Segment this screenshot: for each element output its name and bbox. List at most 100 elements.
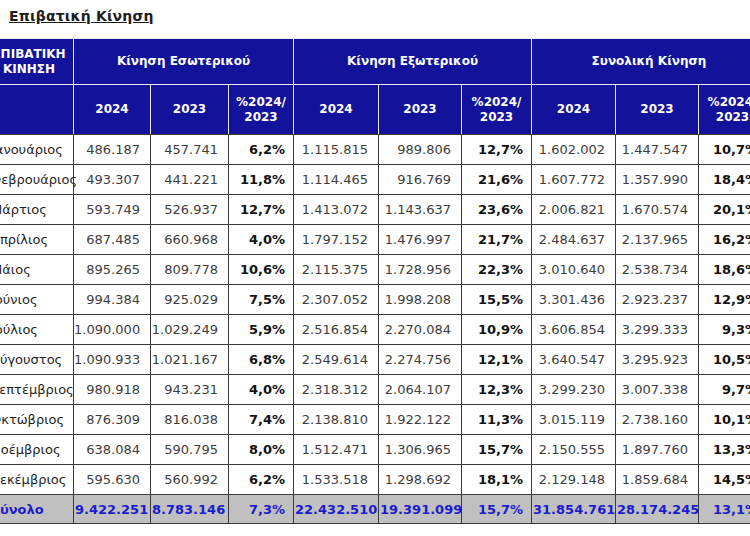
value-cell: 1.607.772 <box>532 165 616 195</box>
month-cell: Ιανουάριος <box>0 135 74 165</box>
corner-empty-cell <box>0 85 74 135</box>
table-body: Ιανουάριος486.187457.7416,2%1.115.815989… <box>0 135 750 495</box>
percent-cell: 6,2% <box>229 135 294 165</box>
passenger-traffic-table: ΕΠΙΒΑΤΙΚΗ ΚΙΝΗΣΗ Κίνηση Εσωτερικού Κίνησ… <box>0 38 750 524</box>
group-header-row: ΕΠΙΒΑΤΙΚΗ ΚΙΝΗΣΗ Κίνηση Εσωτερικού Κίνησ… <box>0 39 750 85</box>
value-cell: 1.115.815 <box>294 135 379 165</box>
value-cell: 1.090.933 <box>74 345 151 375</box>
percent-cell: 5,9% <box>229 315 294 345</box>
value-cell: 3.010.640 <box>532 255 616 285</box>
table-row: Αύγουστος1.090.9331.021.1676,8%2.549.614… <box>0 345 750 375</box>
percent-cell: 21,6% <box>462 165 532 195</box>
table-row: Φεβρουάριος493.307441.22111,8%1.114.4659… <box>0 165 750 195</box>
percent-cell: 20,1% <box>699 195 750 225</box>
total-value-cell: 28.174.245 <box>616 495 699 524</box>
value-cell: 1.670.574 <box>616 195 699 225</box>
value-cell: 809.778 <box>151 255 229 285</box>
value-cell: 2.115.375 <box>294 255 379 285</box>
percent-cell: 11,8% <box>229 165 294 195</box>
total-percent-cell: 15,7% <box>462 495 532 524</box>
table-row: Ιανουάριος486.187457.7416,2%1.115.815989… <box>0 135 750 165</box>
value-cell: 3.299.333 <box>616 315 699 345</box>
value-cell: 943.231 <box>151 375 229 405</box>
value-cell: 1.512.471 <box>294 435 379 465</box>
table-row: Μάιος895.265809.77810,6%2.115.3751.728.9… <box>0 255 750 285</box>
percent-cell: 12,7% <box>229 195 294 225</box>
value-cell: 2.318.312 <box>294 375 379 405</box>
value-cell: 2.923.237 <box>616 285 699 315</box>
percent-cell: 13,3% <box>699 435 750 465</box>
table-row: Οκτώβριος876.309816.0387,4%2.138.8101.92… <box>0 405 750 435</box>
month-cell: Ιούνιος <box>0 285 74 315</box>
value-cell: 2.270.084 <box>379 315 462 345</box>
value-cell: 1.897.760 <box>616 435 699 465</box>
month-cell: Οκτώβριος <box>0 405 74 435</box>
value-cell: 916.769 <box>379 165 462 195</box>
percent-cell: 10,6% <box>229 255 294 285</box>
percent-cell: 18,1% <box>462 465 532 495</box>
percent-cell: 11,3% <box>462 405 532 435</box>
total-value-cell: 9.422.251 <box>74 495 151 524</box>
total-value-cell: 31.854.761 <box>532 495 616 524</box>
table-header: ΕΠΙΒΑΤΙΚΗ ΚΙΝΗΣΗ Κίνηση Εσωτερικού Κίνησ… <box>0 39 750 135</box>
percent-cell: 14,5% <box>699 465 750 495</box>
group-header-international: Κίνηση Εξωτερικού <box>294 39 532 85</box>
corner-header: ΕΠΙΒΑΤΙΚΗ ΚΙΝΗΣΗ <box>0 39 74 85</box>
month-cell: Μάρτιος <box>0 195 74 225</box>
percent-cell: 15,7% <box>462 435 532 465</box>
percent-cell: 16,2% <box>699 225 750 255</box>
total-value-cell: 22.432.510 <box>294 495 379 524</box>
value-cell: 3.301.436 <box>532 285 616 315</box>
value-cell: 1.447.547 <box>616 135 699 165</box>
value-cell: 687.485 <box>74 225 151 255</box>
value-cell: 1.306.965 <box>379 435 462 465</box>
total-label: Σύνολο <box>0 495 74 524</box>
total-value-cell: 19.391.099 <box>379 495 462 524</box>
percent-cell: 12,9% <box>699 285 750 315</box>
value-cell: 1.728.956 <box>379 255 462 285</box>
value-cell: 1.922.122 <box>379 405 462 435</box>
value-cell: 3.606.854 <box>532 315 616 345</box>
percent-cell: 10,7% <box>699 135 750 165</box>
month-cell: Φεβρουάριος <box>0 165 74 195</box>
value-cell: 895.265 <box>74 255 151 285</box>
month-cell: Δεκέμβριος <box>0 465 74 495</box>
table-viewport: ΕΠΙΒΑΤΙΚΗ ΚΙΝΗΣΗ Κίνηση Εσωτερικού Κίνησ… <box>0 38 750 524</box>
value-cell: 660.968 <box>151 225 229 255</box>
value-cell: 1.413.072 <box>294 195 379 225</box>
value-cell: 1.298.692 <box>379 465 462 495</box>
percent-cell: 6,8% <box>229 345 294 375</box>
page: Επιβατική Κίνηση ΕΠΙΒΑΤΙΚΗ ΚΙΝΗΣΗ Κίνηση… <box>0 0 750 536</box>
table-row: Ιούλιος1.090.0001.029.2495,9%2.516.8542.… <box>0 315 750 345</box>
month-cell: Απρίλιος <box>0 225 74 255</box>
value-cell: 2.064.107 <box>379 375 462 405</box>
table-row: Μάρτιος593.749526.93712,7%1.413.0721.143… <box>0 195 750 225</box>
year-header-2024-domestic: 2024 <box>74 85 151 135</box>
percent-cell: 18,4% <box>699 165 750 195</box>
value-cell: 2.129.148 <box>532 465 616 495</box>
percent-cell: 12,3% <box>462 375 532 405</box>
value-cell: 1.021.167 <box>151 345 229 375</box>
month-cell: Μάιος <box>0 255 74 285</box>
value-cell: 2.738.160 <box>616 405 699 435</box>
year-header-2024-total: 2024 <box>532 85 616 135</box>
table-row: Ιούνιος994.384925.0297,5%2.307.0521.998.… <box>0 285 750 315</box>
value-cell: 989.806 <box>379 135 462 165</box>
value-cell: 980.918 <box>74 375 151 405</box>
table-footer: Σύνολο 9.422.251 8.783.146 7,3% 22.432.5… <box>0 495 750 524</box>
value-cell: 441.221 <box>151 165 229 195</box>
value-cell: 1.090.000 <box>74 315 151 345</box>
year-header-pct-total: %2024/ 2023 <box>699 85 750 135</box>
value-cell: 3.007.338 <box>616 375 699 405</box>
percent-cell: 7,4% <box>229 405 294 435</box>
value-cell: 925.029 <box>151 285 229 315</box>
value-cell: 3.640.547 <box>532 345 616 375</box>
value-cell: 2.484.637 <box>532 225 616 255</box>
year-header-2023-domestic: 2023 <box>151 85 229 135</box>
value-cell: 1.476.997 <box>379 225 462 255</box>
percent-cell: 4,0% <box>229 225 294 255</box>
value-cell: 2.549.614 <box>294 345 379 375</box>
value-cell: 2.516.854 <box>294 315 379 345</box>
total-row: Σύνολο 9.422.251 8.783.146 7,3% 22.432.5… <box>0 495 750 524</box>
percent-cell: 22,3% <box>462 255 532 285</box>
